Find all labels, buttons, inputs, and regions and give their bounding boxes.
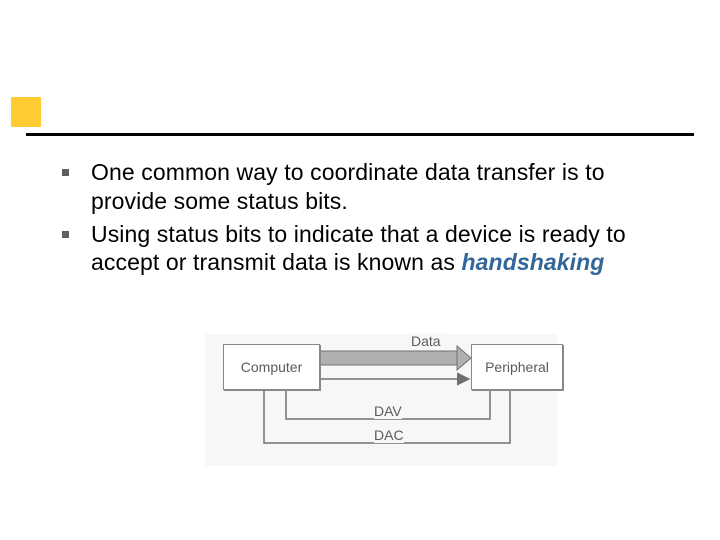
data-arrow: [307, 346, 471, 370]
bullet-icon: [62, 169, 69, 176]
handshaking-diagram: Computer Peripheral Data DAV DAC: [205, 334, 557, 466]
horizontal-rule: [26, 133, 694, 136]
node-computer-label: Computer: [241, 359, 302, 375]
bullet-icon: [62, 231, 69, 238]
keyword-handshaking: handshaking: [462, 249, 605, 275]
label-dav: DAV: [374, 403, 402, 419]
node-computer: Computer: [223, 344, 320, 390]
bullet-list: One common way to coordinate data transf…: [62, 158, 684, 281]
node-peripheral: Peripheral: [471, 344, 563, 390]
slide: One common way to coordinate data transf…: [0, 0, 720, 540]
label-dac: DAC: [374, 427, 404, 443]
accent-square: [11, 97, 41, 127]
label-data: Data: [411, 333, 441, 349]
list-item: One common way to coordinate data transf…: [62, 158, 684, 216]
bullet-text-1: One common way to coordinate data transf…: [91, 158, 684, 216]
bullet-text-2: Using status bits to indicate that a dev…: [91, 220, 684, 278]
list-item: Using status bits to indicate that a dev…: [62, 220, 684, 278]
node-peripheral-label: Peripheral: [485, 359, 549, 375]
